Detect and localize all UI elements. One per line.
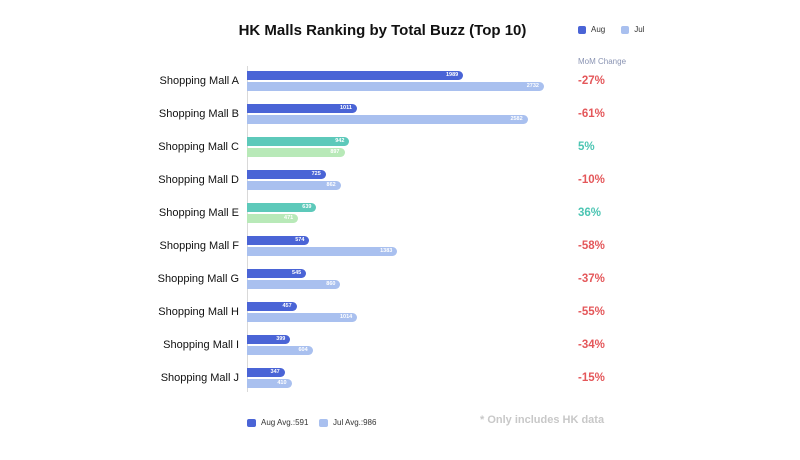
bar-jul-shopping-mall-i: 604 [247,346,313,355]
category-label-shopping-mall-a: Shopping Mall A [159,75,240,87]
footnote: * Only includes HK data [480,414,605,426]
data-label-aug-shopping-mall-a: 1989 [445,72,459,78]
category-label-shopping-mall-b: Shopping Mall B [158,108,239,120]
category-label-shopping-mall-c: Shopping Mall C [158,141,239,153]
data-label-aug-shopping-mall-h: 457 [282,303,292,309]
mom-change-shopping-mall-d: -10% [578,174,605,186]
avg-legend-aug: Aug Avg.:591 [247,418,308,427]
mom-change-shopping-mall-b: -61% [578,108,605,120]
category-axis-line [247,66,248,392]
data-label-jul-shopping-mall-i: 604 [298,347,308,353]
mom-change-header: MoM Change [578,57,627,66]
bar-jul-shopping-mall-d: 862 [247,181,341,190]
bar-jul-shopping-mall-b: 2582 [247,115,528,124]
data-label-aug-shopping-mall-g: 545 [292,270,302,276]
legend-label-aug: Aug [591,25,606,34]
mom-change-shopping-mall-j: -15% [578,372,605,384]
mom-change-shopping-mall-g: -37% [578,273,605,285]
chart-legend: Aug Jul [578,25,660,34]
bar-aug-shopping-mall-j: 347 [247,368,285,377]
avg-label-jul: Jul Avg.:986 [333,418,377,427]
category-label-shopping-mall-j: Shopping Mall J [160,372,239,384]
bar-aug-shopping-mall-h: 457 [247,302,297,311]
data-label-jul-shopping-mall-c: 897 [330,149,340,155]
bar-aug-shopping-mall-b: 1011 [247,104,357,113]
bar-jul-shopping-mall-f: 1383 [247,247,398,256]
data-label-jul-shopping-mall-a: 2732 [526,83,539,89]
data-label-jul-shopping-mall-f: 1383 [380,248,393,254]
data-label-jul-shopping-mall-e: 471 [284,215,294,221]
category-label-shopping-mall-i: Shopping Mall I [163,339,239,351]
mom-change-shopping-mall-e: 36% [578,207,602,219]
data-label-jul-shopping-mall-b: 2582 [510,116,523,122]
legend-item-jul: Jul [621,25,644,34]
mom-change-shopping-mall-h: -55% [578,306,605,318]
bar-aug-shopping-mall-g: 545 [247,269,307,278]
mom-change-shopping-mall-c: 5% [578,141,595,153]
data-label-aug-shopping-mall-c: 942 [335,138,345,144]
bar-aug-shopping-mall-f: 574 [247,236,310,245]
legend-label-jul: Jul [634,25,645,34]
chart-title: HK Malls Ranking by Total Buzz (Top 10) [238,22,527,39]
bar-aug-shopping-mall-c: 942 [247,137,350,146]
bar-jul-shopping-mall-g: 860 [247,280,341,289]
bar-jul-shopping-mall-j: 410 [247,379,292,388]
avg-legend-jul: Jul Avg.:986 [319,418,376,427]
legend-swatch-jul [621,25,630,34]
bar-aug-shopping-mall-a: 1989 [247,71,464,80]
data-label-jul-shopping-mall-h: 1014 [339,314,353,320]
category-label-shopping-mall-h: Shopping Mall H [158,306,239,318]
data-label-jul-shopping-mall-g: 860 [326,281,336,287]
data-label-aug-shopping-mall-b: 1011 [339,105,352,111]
mom-change-shopping-mall-i: -34% [578,339,605,351]
category-label-shopping-mall-f: Shopping Mall F [159,240,240,252]
avg-swatch-aug [247,418,256,427]
data-label-jul-shopping-mall-j: 410 [277,380,287,386]
mom-change-shopping-mall-f: -58% [578,240,605,252]
bar-jul-shopping-mall-a: 2732 [247,82,544,91]
data-label-aug-shopping-mall-d: 725 [311,171,321,177]
legend-item-aug: Aug [578,25,605,34]
avg-swatch-jul [319,418,328,427]
mom-change-shopping-mall-a: -27% [578,75,605,87]
category-label-shopping-mall-g: Shopping Mall G [157,273,239,285]
data-label-aug-shopping-mall-i: 399 [276,336,286,342]
bar-jul-shopping-mall-c: 897 [247,148,345,157]
data-label-aug-shopping-mall-j: 347 [270,369,280,375]
data-label-jul-shopping-mall-d: 862 [326,182,336,188]
bar-jul-shopping-mall-e: 471 [247,214,299,223]
bar-aug-shopping-mall-d: 725 [247,170,326,179]
category-label-shopping-mall-e: Shopping Mall E [158,207,239,219]
legend-swatch-aug [578,25,586,34]
bar-aug-shopping-mall-i: 399 [247,335,291,344]
bar-jul-shopping-mall-h: 1014 [247,313,358,322]
avg-label-aug: Aug Avg.:591 [261,418,309,427]
data-label-aug-shopping-mall-f: 574 [295,237,305,243]
category-label-shopping-mall-d: Shopping Mall D [158,174,239,186]
data-label-aug-shopping-mall-e: 639 [302,204,312,210]
bar-aug-shopping-mall-e: 639 [247,203,317,212]
